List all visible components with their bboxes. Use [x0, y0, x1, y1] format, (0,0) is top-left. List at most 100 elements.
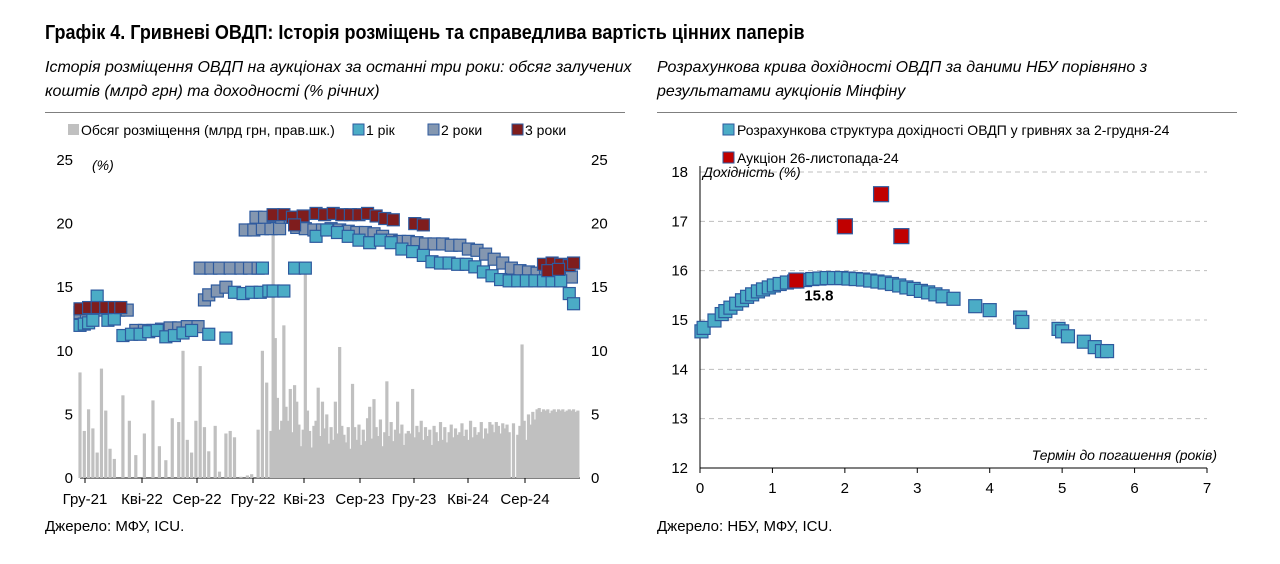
volume-bar: [239, 476, 243, 478]
volume-bar: [99, 368, 104, 478]
volume-bar: [376, 436, 380, 478]
yield-3y-point: [416, 218, 430, 232]
volume-bar: [499, 433, 503, 478]
volume-bar: [479, 422, 483, 478]
volume-bar: [277, 429, 282, 478]
volume-bar: [565, 410, 569, 478]
curve-point: [1099, 343, 1115, 359]
volume-bar: [372, 399, 376, 478]
right-y-axis-title: Дохідність (%): [701, 164, 801, 180]
volume-bar: [338, 346, 342, 478]
right-legend-label-curve: Розрахункова структура дохідності ОВДП у…: [737, 122, 1170, 138]
curve-point: [1015, 314, 1030, 330]
volume-bar: [314, 420, 318, 478]
volume-bar: [189, 452, 194, 478]
volume-bar: [288, 388, 292, 478]
volume-bar: [170, 418, 174, 478]
volume-bar: [471, 437, 475, 478]
volume-bar: [462, 436, 466, 478]
volume-bar: [402, 444, 406, 478]
volume-bar: [524, 439, 528, 478]
volume-bar: [441, 439, 445, 478]
volume-bar: [466, 439, 471, 478]
volume-bar: [456, 434, 460, 478]
volume-bar: [488, 422, 492, 478]
volume-bar: [449, 424, 453, 478]
volume-bar: [151, 400, 155, 478]
volume-bar: [438, 422, 443, 478]
volume-bar: [415, 425, 419, 478]
volume-bar: [142, 433, 146, 478]
volume-bar: [104, 410, 108, 478]
left-y-tick-label: 25: [56, 152, 73, 169]
volume-bar: [320, 401, 325, 478]
left-legend-label-bars: Обсяг розміщення (млрд грн, прав.шк.): [81, 122, 335, 138]
right-x-tick-label: 2: [841, 480, 849, 497]
volume-bar: [453, 428, 458, 478]
volume-bar: [327, 443, 331, 478]
volume-bar: [260, 350, 265, 478]
right-divider: [657, 112, 1237, 113]
volume-bar: [529, 424, 533, 478]
volume-bar: [520, 344, 524, 478]
left-x-tick-label: Сер-23: [335, 491, 384, 508]
volume-bar: [121, 395, 125, 478]
volume-bar: [561, 409, 565, 478]
left-legend-swatch-y3: [511, 123, 524, 136]
left-divider: [45, 112, 625, 113]
left-legend-label-y1: 1 рік: [366, 122, 396, 138]
volume-bar: [383, 432, 387, 478]
volume-bar: [353, 427, 357, 478]
yield-3y-point: [287, 218, 302, 232]
volume-bar: [426, 436, 430, 478]
volume-bar: [531, 411, 535, 478]
volume-bar: [393, 429, 398, 478]
left-x-tick-label: Сер-24: [500, 491, 549, 508]
yield-1y-point: [298, 261, 312, 275]
right-x-axis-title: Термін до погашення (років): [1032, 447, 1217, 463]
volume-bar: [451, 437, 455, 478]
volume-bar: [348, 448, 352, 478]
volume-bar: [535, 409, 539, 478]
yield-3y-point: [551, 262, 566, 276]
volume-bar: [546, 409, 550, 478]
volume-bar: [494, 422, 498, 478]
volume-bar: [112, 458, 116, 478]
volume-bar: [395, 401, 400, 478]
volume-bar: [398, 433, 402, 478]
volume-bar: [501, 423, 505, 478]
auction-yield-annotation: 15.8: [804, 288, 833, 305]
volume-bar: [295, 401, 299, 478]
volume-bar: [550, 410, 554, 478]
volume-bar: [271, 223, 275, 478]
volume-bar: [213, 425, 217, 478]
left-axis-unit-label: (%): [92, 157, 114, 173]
volume-bar: [108, 448, 112, 478]
right-y-tick-label: 25: [591, 152, 608, 169]
right-x-tick-label: 5: [1058, 480, 1066, 497]
yield-3y-point: [114, 300, 128, 315]
volume-bar: [303, 274, 307, 478]
volume-bar: [458, 432, 462, 478]
volume-bar: [492, 432, 496, 478]
volume-bar: [91, 428, 95, 478]
volume-bar: [370, 438, 374, 478]
volume-bar: [473, 427, 477, 478]
volume-bar: [78, 372, 82, 478]
volume-bar: [400, 424, 404, 478]
volume-bar: [496, 425, 501, 478]
volume-bar: [411, 388, 415, 478]
volume-bar: [329, 427, 333, 478]
volume-bar: [127, 420, 131, 478]
left-chart-subtitle: Історія розміщення ОВДП на аукціонах за …: [45, 59, 632, 100]
volume-bar: [224, 433, 228, 478]
right-y-tick-label: 0: [591, 470, 599, 487]
volume-bar: [404, 433, 408, 478]
volume-bar: [256, 429, 260, 478]
left-y-tick-label: 10: [56, 343, 73, 360]
volume-bar: [359, 444, 363, 478]
volume-bar: [389, 422, 393, 478]
curve-point: [696, 320, 711, 335]
volume-bar: [207, 451, 211, 478]
volume-bar: [280, 420, 284, 478]
